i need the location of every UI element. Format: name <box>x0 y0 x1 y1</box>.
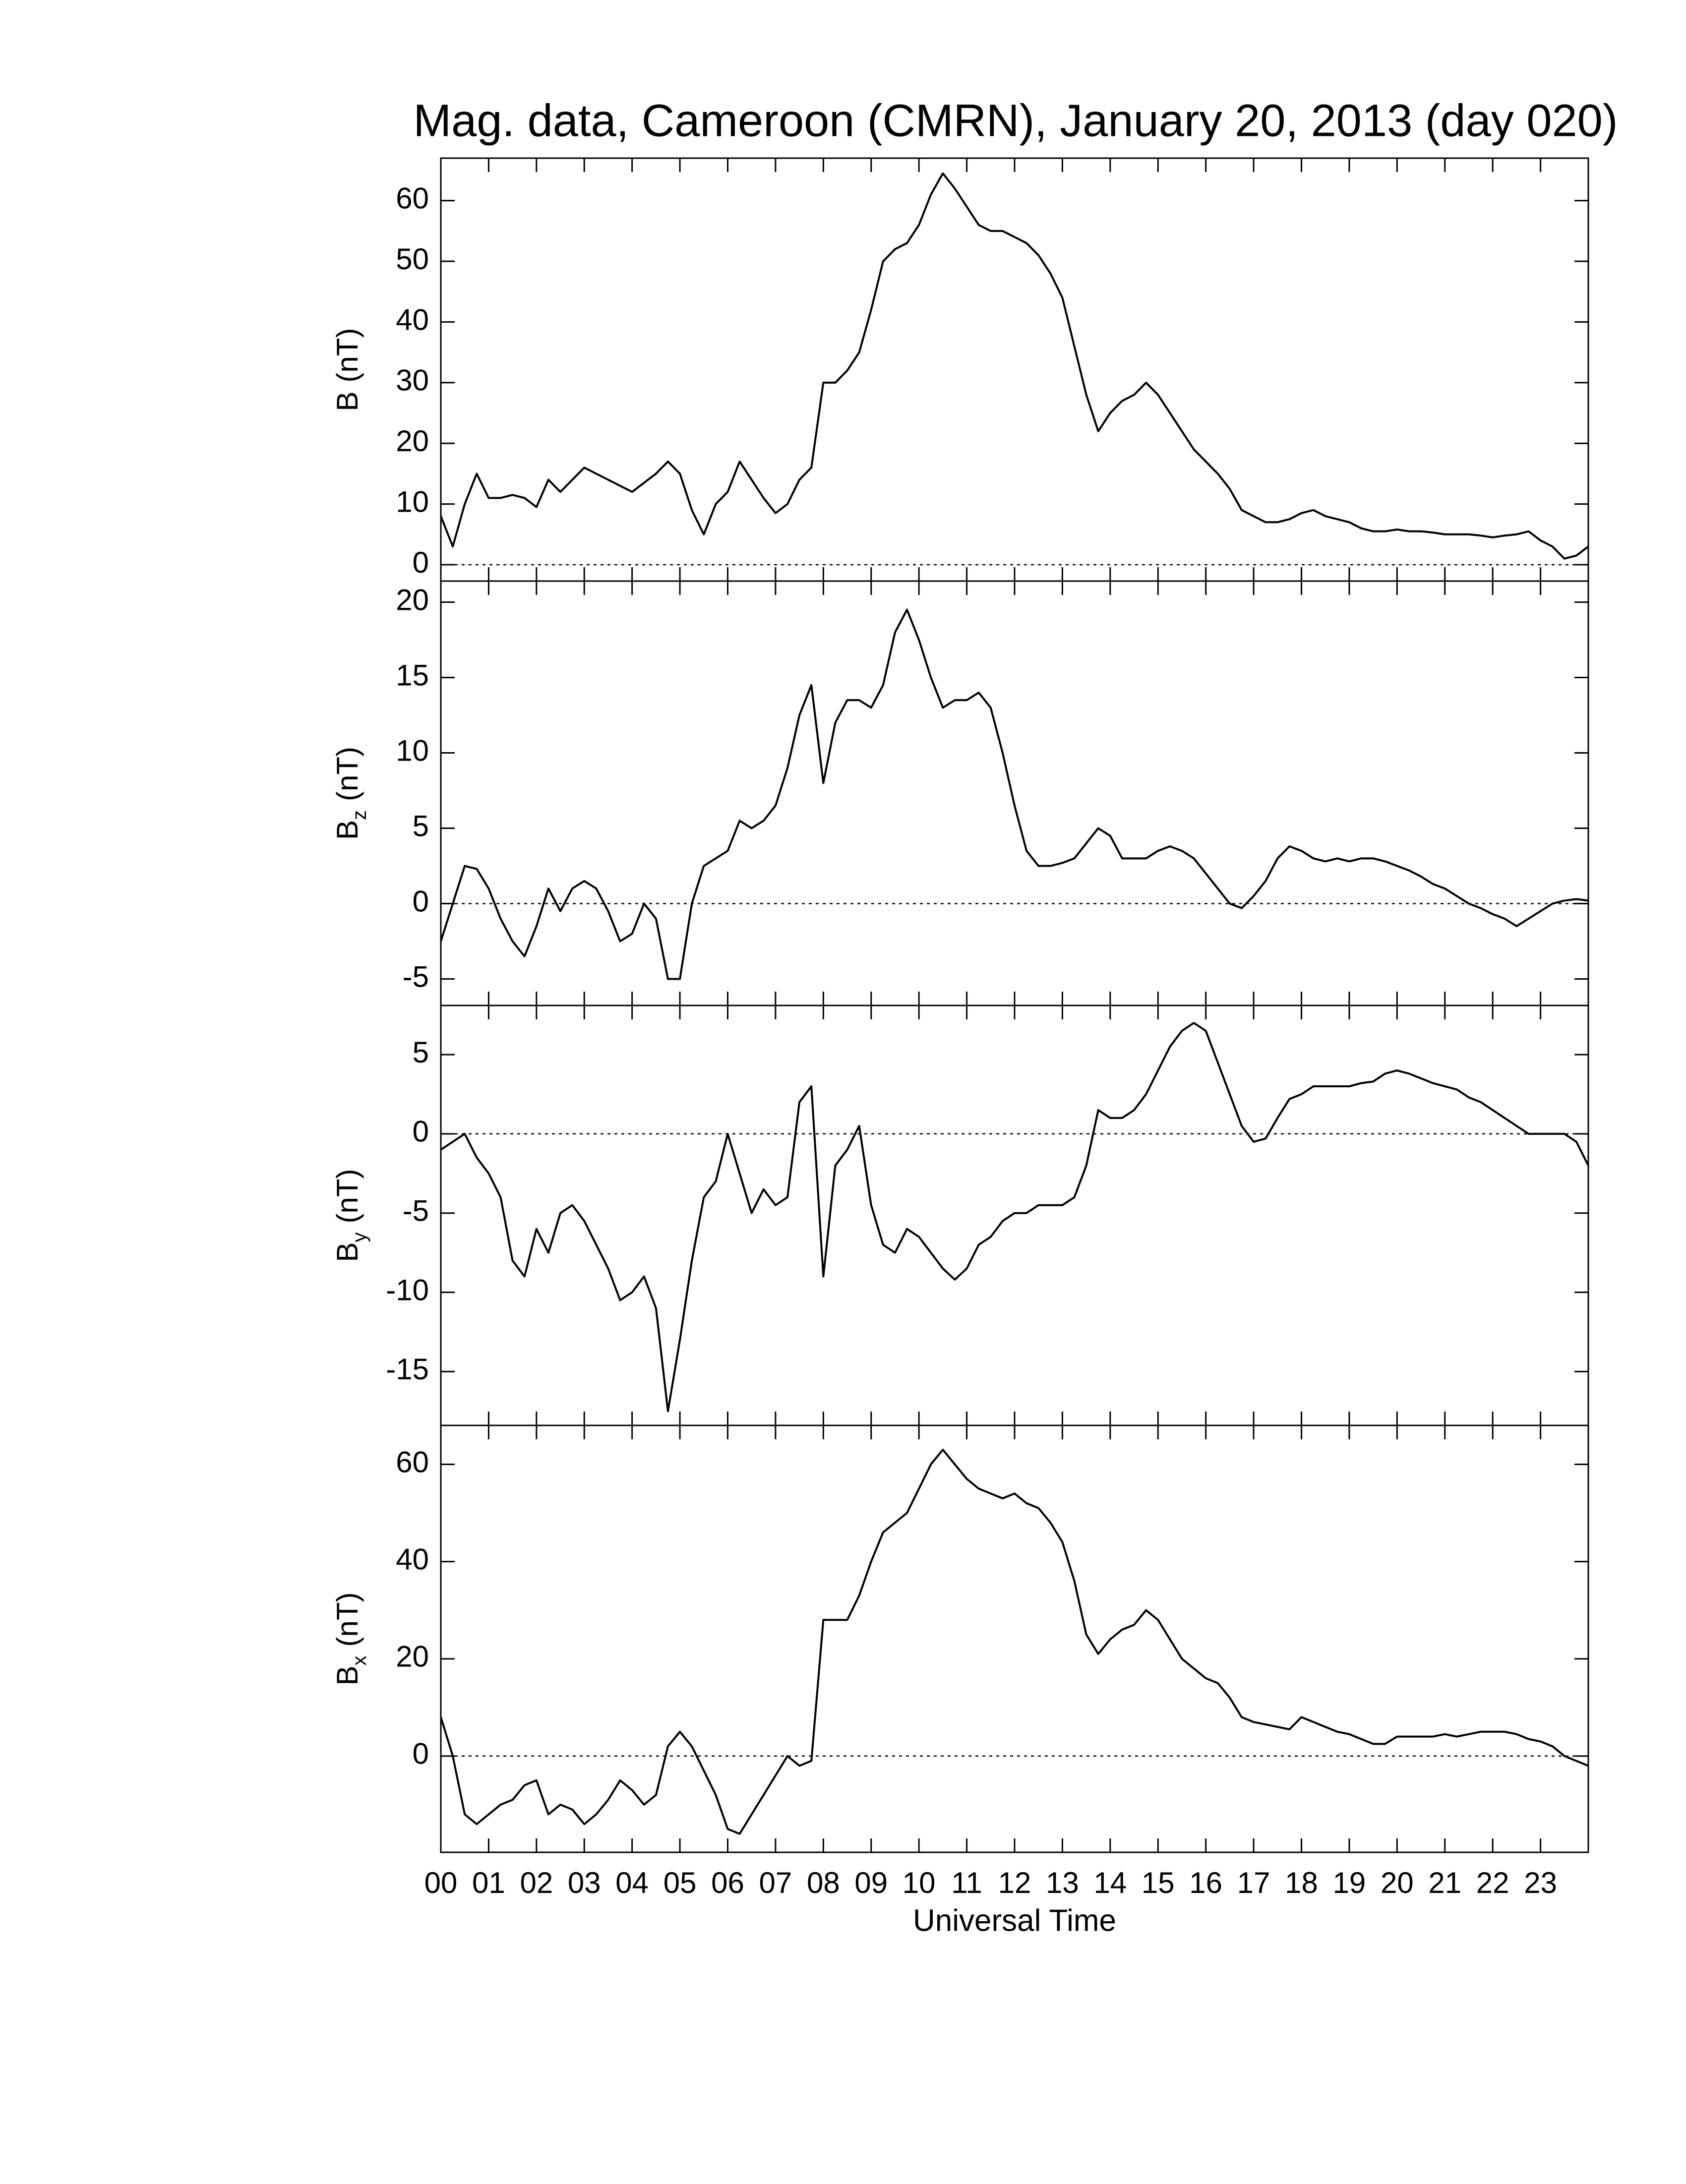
y-tick-label: 10 <box>396 734 429 767</box>
panel-frame <box>440 1004 1589 1426</box>
data-line <box>440 608 1589 980</box>
y-axis-label: By (nT) <box>331 1169 370 1262</box>
x-tick-label: 00 <box>424 1866 458 1899</box>
x-tick-label: 16 <box>1189 1866 1222 1899</box>
data-line <box>440 1022 1589 1413</box>
x-tick-label: 05 <box>663 1866 697 1899</box>
y-tick-label: 10 <box>396 485 429 518</box>
chart-title: Mag. data, Cameroon (CMRN), January 20, … <box>414 95 1618 146</box>
x-axis-label: Universal Time <box>913 1903 1116 1938</box>
y-axis-label: Bx (nT) <box>331 1592 370 1685</box>
panel-frame <box>440 580 1589 1006</box>
y-tick-label: 20 <box>396 583 429 616</box>
x-tick-label: 02 <box>520 1866 553 1899</box>
y-tick-label: 5 <box>413 809 429 842</box>
y-tick-label: 50 <box>396 242 429 276</box>
x-tick-label: 23 <box>1524 1866 1557 1899</box>
x-tick-label: 09 <box>854 1866 888 1899</box>
x-tick-label: 07 <box>759 1866 792 1899</box>
data-line <box>440 1449 1589 1835</box>
y-tick-label: 60 <box>396 1445 429 1478</box>
y-label-symbol: B <box>331 391 364 411</box>
panel-frame <box>440 157 1589 582</box>
y-label-symbol: B <box>331 1665 364 1685</box>
data-line <box>440 172 1589 560</box>
y-tick-label: 15 <box>396 658 429 692</box>
y-tick-label: 40 <box>396 303 429 336</box>
x-tick-label: 22 <box>1476 1866 1509 1899</box>
y-tick-label: 20 <box>396 424 429 458</box>
y-tick-label: -5 <box>403 1194 429 1228</box>
x-tick-label: 04 <box>615 1866 649 1899</box>
x-tick-label: 17 <box>1237 1866 1270 1899</box>
y-tick-label: 20 <box>396 1640 429 1673</box>
y-label-unit: (nT) <box>331 328 364 382</box>
y-tick-label: 0 <box>413 1115 429 1148</box>
y-label-unit: (nT) <box>331 1169 364 1223</box>
y-tick-label: 40 <box>396 1542 429 1576</box>
x-tick-label: 13 <box>1046 1866 1079 1899</box>
y-label-unit: (nT) <box>331 747 364 801</box>
x-tick-label: 03 <box>568 1866 601 1899</box>
y-label-symbol: B <box>331 820 364 840</box>
y-tick-label: -10 <box>386 1273 429 1306</box>
x-tick-label: 08 <box>807 1866 840 1899</box>
x-tick-label: 19 <box>1333 1866 1366 1899</box>
x-tick-label: 15 <box>1142 1866 1175 1899</box>
y-tick-label: 5 <box>413 1036 429 1069</box>
panel-frame <box>440 1424 1589 1853</box>
y-tick-label: 0 <box>413 1737 429 1771</box>
y-tick-label: 0 <box>413 546 429 579</box>
y-axis-label: Bz (nT) <box>331 747 370 840</box>
y-tick-label: -15 <box>386 1353 429 1386</box>
x-tick-label: 18 <box>1285 1866 1318 1899</box>
y-tick-label: 0 <box>413 885 429 918</box>
x-tick-label: 11 <box>951 1866 982 1899</box>
x-tick-label: 10 <box>903 1866 936 1899</box>
y-tick-label: 30 <box>396 364 429 397</box>
y-axis-label: B (nT) <box>331 328 364 411</box>
y-label-subscript: x <box>349 1655 370 1665</box>
y-label-subscript: y <box>349 1232 370 1242</box>
y-label-symbol: B <box>331 1242 364 1262</box>
x-tick-label: 14 <box>1093 1866 1127 1899</box>
x-tick-label: 06 <box>711 1866 744 1899</box>
x-tick-label: 21 <box>1428 1866 1461 1899</box>
y-tick-label: -5 <box>403 960 429 993</box>
y-label-subscript: z <box>349 810 370 820</box>
x-tick-label: 20 <box>1381 1866 1414 1899</box>
x-tick-label: 01 <box>472 1866 505 1899</box>
x-tick-label: 12 <box>998 1866 1031 1899</box>
y-label-unit: (nT) <box>331 1592 364 1647</box>
y-tick-label: 60 <box>396 182 429 215</box>
